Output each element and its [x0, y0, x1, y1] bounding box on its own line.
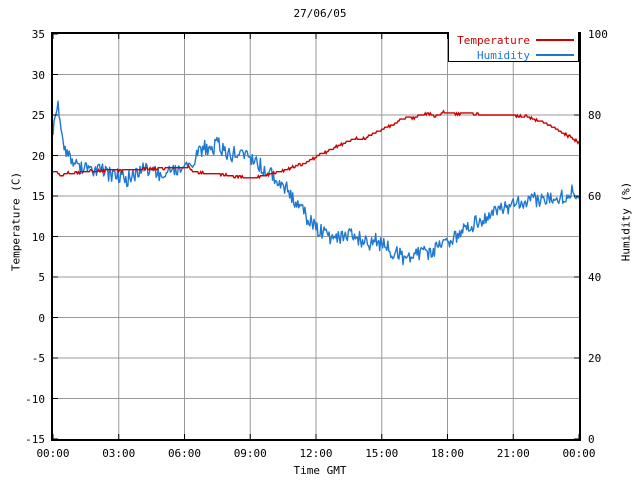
y-tick-left-35: 35	[31, 28, 45, 41]
y-tick-right-60: 60	[588, 190, 602, 203]
x-tick-4: 12:00	[299, 447, 333, 460]
legend-swatch-humidity	[536, 54, 574, 56]
y-tick-left--15: -15	[25, 433, 45, 446]
x-tick-2: 06:00	[167, 447, 202, 460]
chart-legend: Temperature Humidity	[448, 32, 579, 62]
x-tick-1: 03:00	[102, 447, 136, 460]
x-tick-8: 00:00	[562, 447, 596, 460]
y-axis-right-title: Humidity (%)	[619, 181, 633, 262]
plot-canvas	[53, 34, 579, 439]
y-tick-right-40: 40	[588, 271, 602, 284]
chart-title: 27/06/05	[293, 7, 347, 20]
y-axis-left-title: Temperature (C)	[9, 171, 23, 272]
y-tick-left--10: -10	[25, 392, 45, 406]
legend-item-humidity: Humidity	[449, 48, 578, 62]
legend-swatch-temperature	[536, 39, 574, 41]
y-tick-left-0: 0	[38, 311, 45, 325]
legend-label-humidity: Humidity	[477, 48, 530, 62]
x-tick-3: 09:00	[233, 447, 267, 460]
y-tick-left-15: 15	[31, 190, 45, 203]
plot-area	[51, 32, 581, 441]
y-tick-left-30: 30	[31, 68, 45, 82]
y-tick-right-100: 100	[588, 28, 608, 41]
x-axis-title: Time GMT	[293, 464, 347, 477]
series-humidity-line	[53, 100, 579, 266]
y-tick-right-80: 80	[588, 109, 602, 122]
y-tick-right-20: 20	[588, 352, 602, 365]
y-tick-left--5: -5	[31, 352, 45, 365]
y-tick-left-20: 20	[31, 149, 45, 163]
x-tick-7: 21:00	[496, 447, 530, 460]
x-tick-5: 15:00	[365, 447, 399, 460]
x-tick-6: 18:00	[430, 447, 465, 460]
series-temperature-line	[53, 109, 579, 180]
legend-item-temperature: Temperature	[449, 33, 578, 47]
y-tick-left-25: 25	[31, 109, 45, 122]
y-tick-left-5: 5	[38, 271, 45, 284]
legend-label-temperature: Temperature	[457, 33, 530, 47]
y-tick-left-10: 10	[31, 230, 45, 244]
x-tick-0: 00:00	[36, 447, 70, 460]
y-tick-right-0: 0	[588, 433, 595, 446]
